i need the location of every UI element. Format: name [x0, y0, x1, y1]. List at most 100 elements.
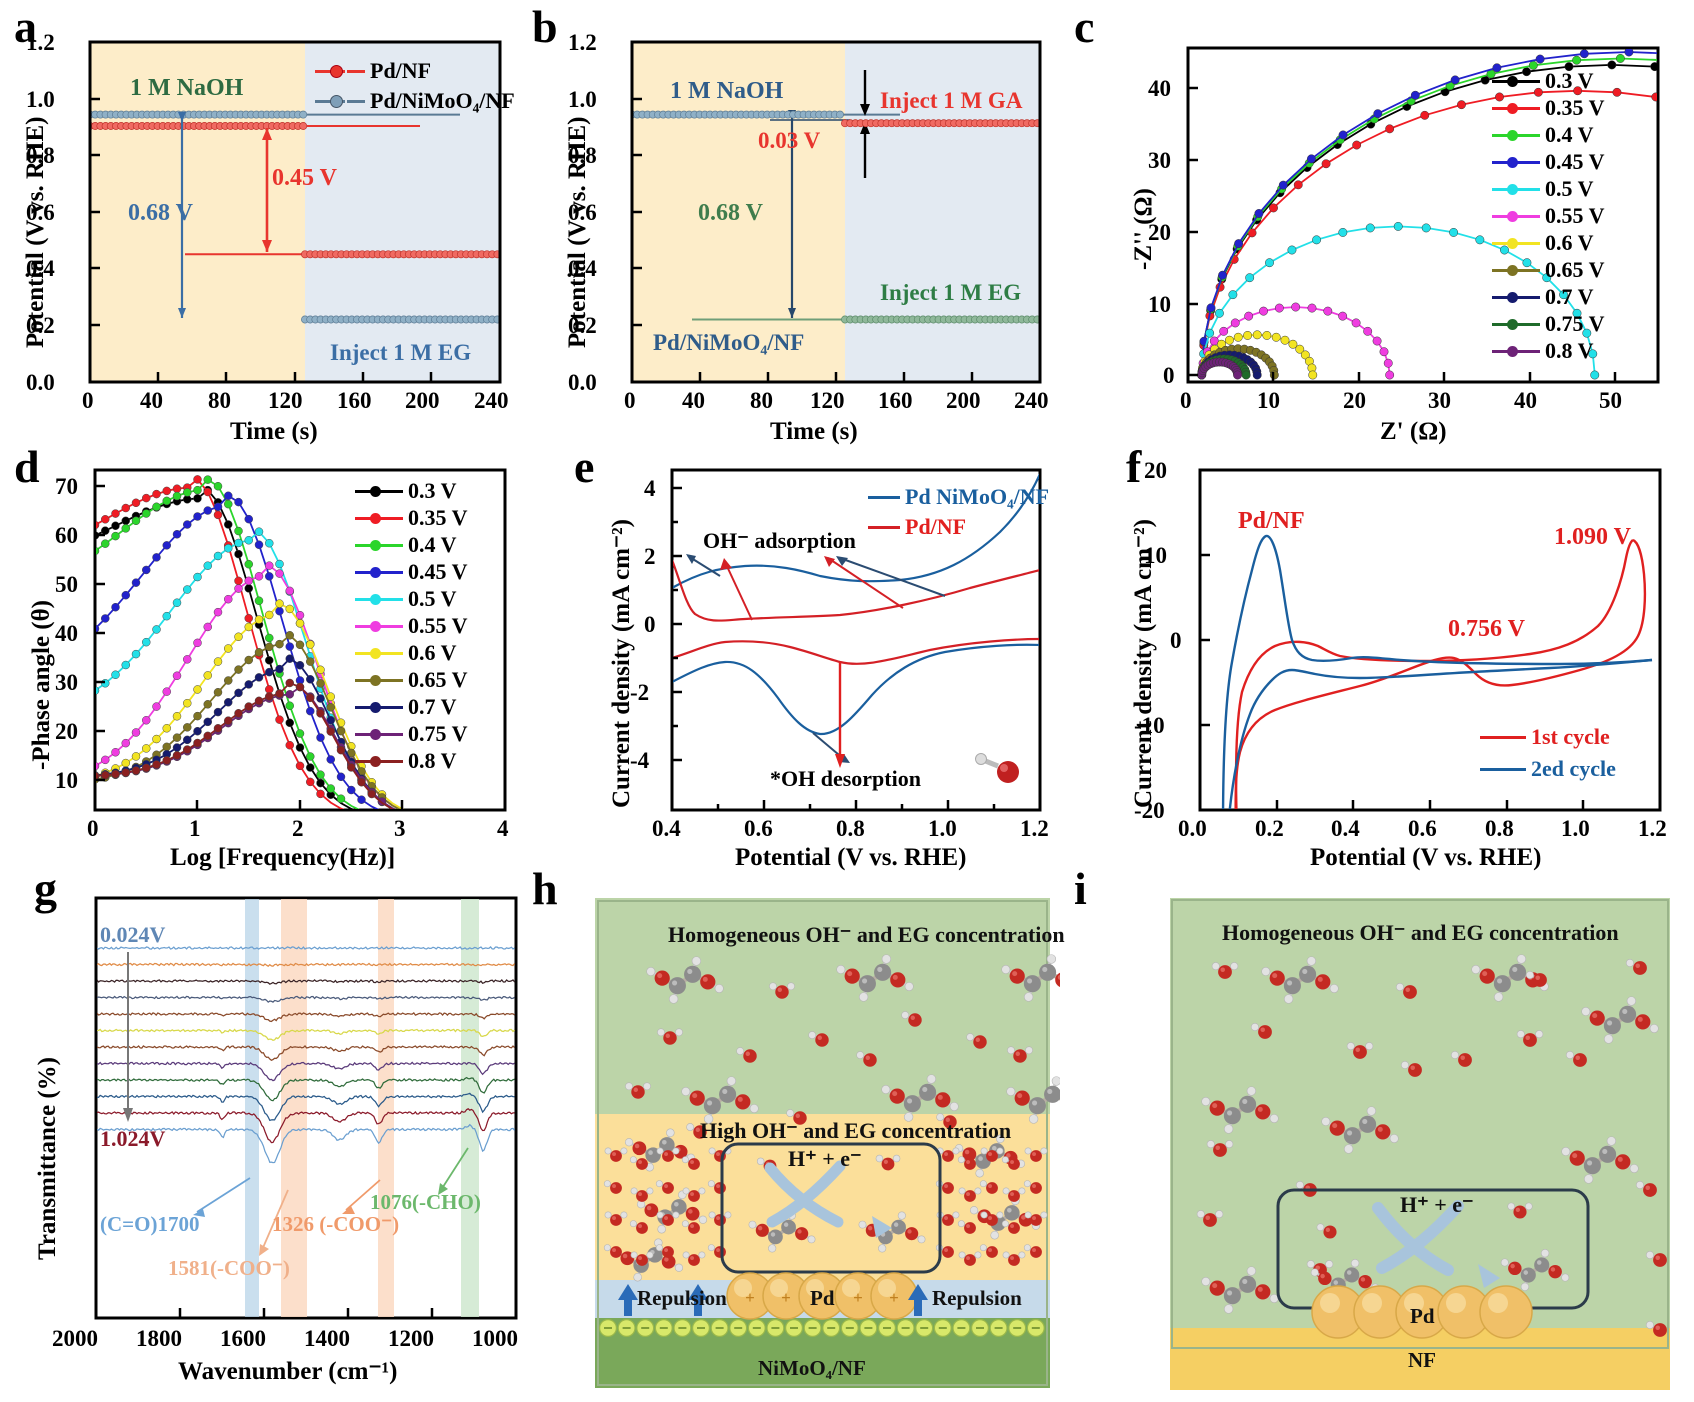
- panel-label-h: h: [532, 863, 558, 914]
- panel-d-legend-label-6: 0.6 V: [408, 640, 457, 665]
- panel-e-legend-label-1: Pd/NF: [905, 514, 967, 539]
- panel-a-legend-item-0: Pd/NF: [315, 58, 515, 84]
- legend-line-icon: [1522, 322, 1540, 326]
- legend-line-icon: [1522, 214, 1540, 218]
- panel-e-xtick-2: 0.8: [836, 816, 865, 841]
- panel-a-legend-item-1: Pd/NiMoO₄/NF: [315, 88, 515, 114]
- panel-g-xlabel: Wavenumber (cm⁻¹): [178, 1358, 398, 1385]
- panel-c-legend-item-10: 0.8 V: [1492, 338, 1605, 364]
- legend-dot-icon: [370, 701, 381, 713]
- panel-e-xtick-3: 1.0: [928, 816, 957, 841]
- panel-c-legend-item-4: 0.5 V: [1492, 176, 1605, 202]
- panel-c: 0 10 20 30 40 0 10 20 30 40 50 Z' (Ω) -Z…: [1060, 0, 1694, 445]
- panel-c-legend-item-3: 0.45 V: [1492, 149, 1605, 175]
- panel-c-xtick-5: 50: [1599, 388, 1622, 413]
- panel-a-xtick-1: 40: [140, 388, 163, 413]
- panel-c-legend-label-1: 0.35 V: [1545, 95, 1605, 120]
- panel-b-xtick-1: 40: [682, 388, 705, 413]
- panel-e-ylabel: Current density (mA cm⁻²): [608, 519, 635, 808]
- panel-c-legend-item-2: 0.4 V: [1492, 122, 1605, 148]
- panel-h-pd-text: Pd: [810, 1286, 835, 1310]
- panel-c-legend-label-8: 0.7 V: [1545, 284, 1594, 309]
- panel-a-ytick-4: 0.4: [26, 256, 55, 281]
- panel-e: -4 -2 0 2 4 0.4 0.6 0.8 1.0 1.2 Potentia…: [520, 430, 1060, 871]
- legend-dot-icon: [1507, 75, 1518, 87]
- panel-d-plot: [93, 468, 507, 812]
- panel-c-xlabel: Z' (Ω): [1380, 418, 1447, 445]
- panel-c-legend-label-7: 0.65 V: [1545, 257, 1605, 282]
- panel-f: 20 10 0 -10 -20 0.0 0.2 0.4 0.6 0.8 1.0 …: [1060, 430, 1694, 871]
- panel-f-xtick-4: 0.8: [1485, 816, 1514, 841]
- legend-dot-icon: [330, 64, 343, 78]
- legend-dot-icon: [370, 620, 381, 632]
- legend-line-icon: [347, 99, 365, 103]
- panel-label-g: g: [34, 863, 57, 914]
- panel-a-ylabel: Potential (V vs. RHE): [22, 116, 49, 348]
- legend-line-icon: [385, 624, 403, 628]
- panel-i-schematic: [1170, 898, 1670, 1390]
- panel-d-xtick-0: 0: [87, 816, 99, 841]
- legend-dot-icon: [370, 674, 381, 686]
- panel-i: Homogeneous OH⁻ and EG concentration H⁺ …: [1060, 860, 1694, 1402]
- panel-c-ytick-3: 30: [1148, 148, 1171, 173]
- panel-e-ytick-3: 2: [644, 544, 656, 569]
- panel-f-ylabel: Current density (mA cm⁻²): [1130, 519, 1157, 808]
- panel-label-e: e: [574, 441, 595, 492]
- legend-dot-icon: [370, 755, 381, 767]
- panel-d-ylabel: -Phase angle (θ): [28, 600, 55, 770]
- panel-a-xtick-5: 200: [405, 388, 440, 413]
- legend-dot-icon: [370, 485, 381, 497]
- panel-d-ytick-2: 30: [55, 670, 78, 695]
- panel-b-ytick-5: 0.2: [568, 313, 597, 338]
- legend-line-icon: [385, 651, 403, 655]
- panel-i-top-text: Homogeneous OH⁻ and EG concentration: [1222, 920, 1619, 945]
- panel-b-xtick-6: 240: [1014, 388, 1049, 413]
- panel-f-ytick-3: 10: [1144, 543, 1167, 568]
- panel-c-legend-label-2: 0.4 V: [1545, 122, 1594, 147]
- panel-b-ytick-3: 0.6: [568, 200, 597, 225]
- panel-c-legend-item-8: 0.7 V: [1492, 284, 1605, 310]
- panel-b-xtick-4: 160: [878, 388, 913, 413]
- panel-d-legend-item-7: 0.65 V: [355, 667, 468, 693]
- panel-a-xtick-3: 120: [268, 388, 303, 413]
- panel-d-xtick-4: 4: [497, 816, 509, 841]
- panel-c-legend-label-3: 0.45 V: [1545, 149, 1605, 174]
- legend-dot-icon: [370, 512, 381, 524]
- svg-text:+: +: [781, 1288, 791, 1307]
- panel-e-ytick-2: 0: [644, 612, 656, 637]
- svg-text:+: +: [745, 1288, 755, 1307]
- panel-d-legend-item-4: 0.5 V: [355, 586, 468, 612]
- panel-c-legend-label-9: 0.75 V: [1545, 311, 1605, 336]
- panel-c-legend-label-6: 0.6 V: [1545, 230, 1594, 255]
- panel-b-inject-eg-label: Inject 1 M EG: [880, 280, 1022, 305]
- panel-b-naoh-label: 1 M NaOH: [670, 78, 784, 104]
- panel-b-ytick-0: 1.2: [568, 30, 597, 55]
- legend-line-icon: [385, 489, 403, 493]
- legend-line-icon: [385, 570, 403, 574]
- panel-f-legend-item-0: 1st cycle: [1480, 724, 1616, 750]
- panel-g-xtick-2: 1600: [220, 1326, 266, 1351]
- legend-dot-icon: [370, 566, 381, 578]
- panel-d-ytick-3: 40: [55, 621, 78, 646]
- panel-d-ytick-5: 60: [55, 523, 78, 548]
- panel-b-xtick-5: 200: [946, 388, 981, 413]
- panel-d-legend-label-5: 0.55 V: [408, 613, 468, 638]
- panel-f-ytick-0: -20: [1134, 798, 1165, 823]
- legend-line-icon: [1522, 268, 1540, 272]
- panel-e-xtick-0: 0.4: [652, 816, 681, 841]
- panel-b-ytick-6: 0.0: [568, 370, 597, 395]
- panel-h-repulsion-left: Repulsion: [637, 1286, 727, 1310]
- legend-line-icon: [385, 759, 403, 763]
- panel-d-legend: 0.3 V 0.35 V 0.4 V 0.45 V 0.5 V 0.55 V 0.6 V 0.…: [355, 478, 468, 774]
- panel-a-legend-label-1: Pd/NiMoO₄/NF: [370, 88, 515, 113]
- panel-e-xtick-1: 0.6: [744, 816, 773, 841]
- panel-d-legend-label-3: 0.45 V: [408, 559, 468, 584]
- panel-c-legend-item-6: 0.6 V: [1492, 230, 1605, 256]
- panel-c-legend-label-10: 0.8 V: [1545, 338, 1594, 363]
- panel-b-xtick-2: 80: [750, 388, 773, 413]
- panel-e-ytick-0: -4: [630, 748, 650, 773]
- panel-a-legend-label-0: Pd/NF: [370, 58, 432, 83]
- panel-a-annot-045: 0.45 V: [272, 165, 337, 191]
- legend-dot-icon: [1507, 210, 1518, 222]
- panel-h-top-text: Homogeneous OH⁻ and EG concentration: [668, 922, 1065, 947]
